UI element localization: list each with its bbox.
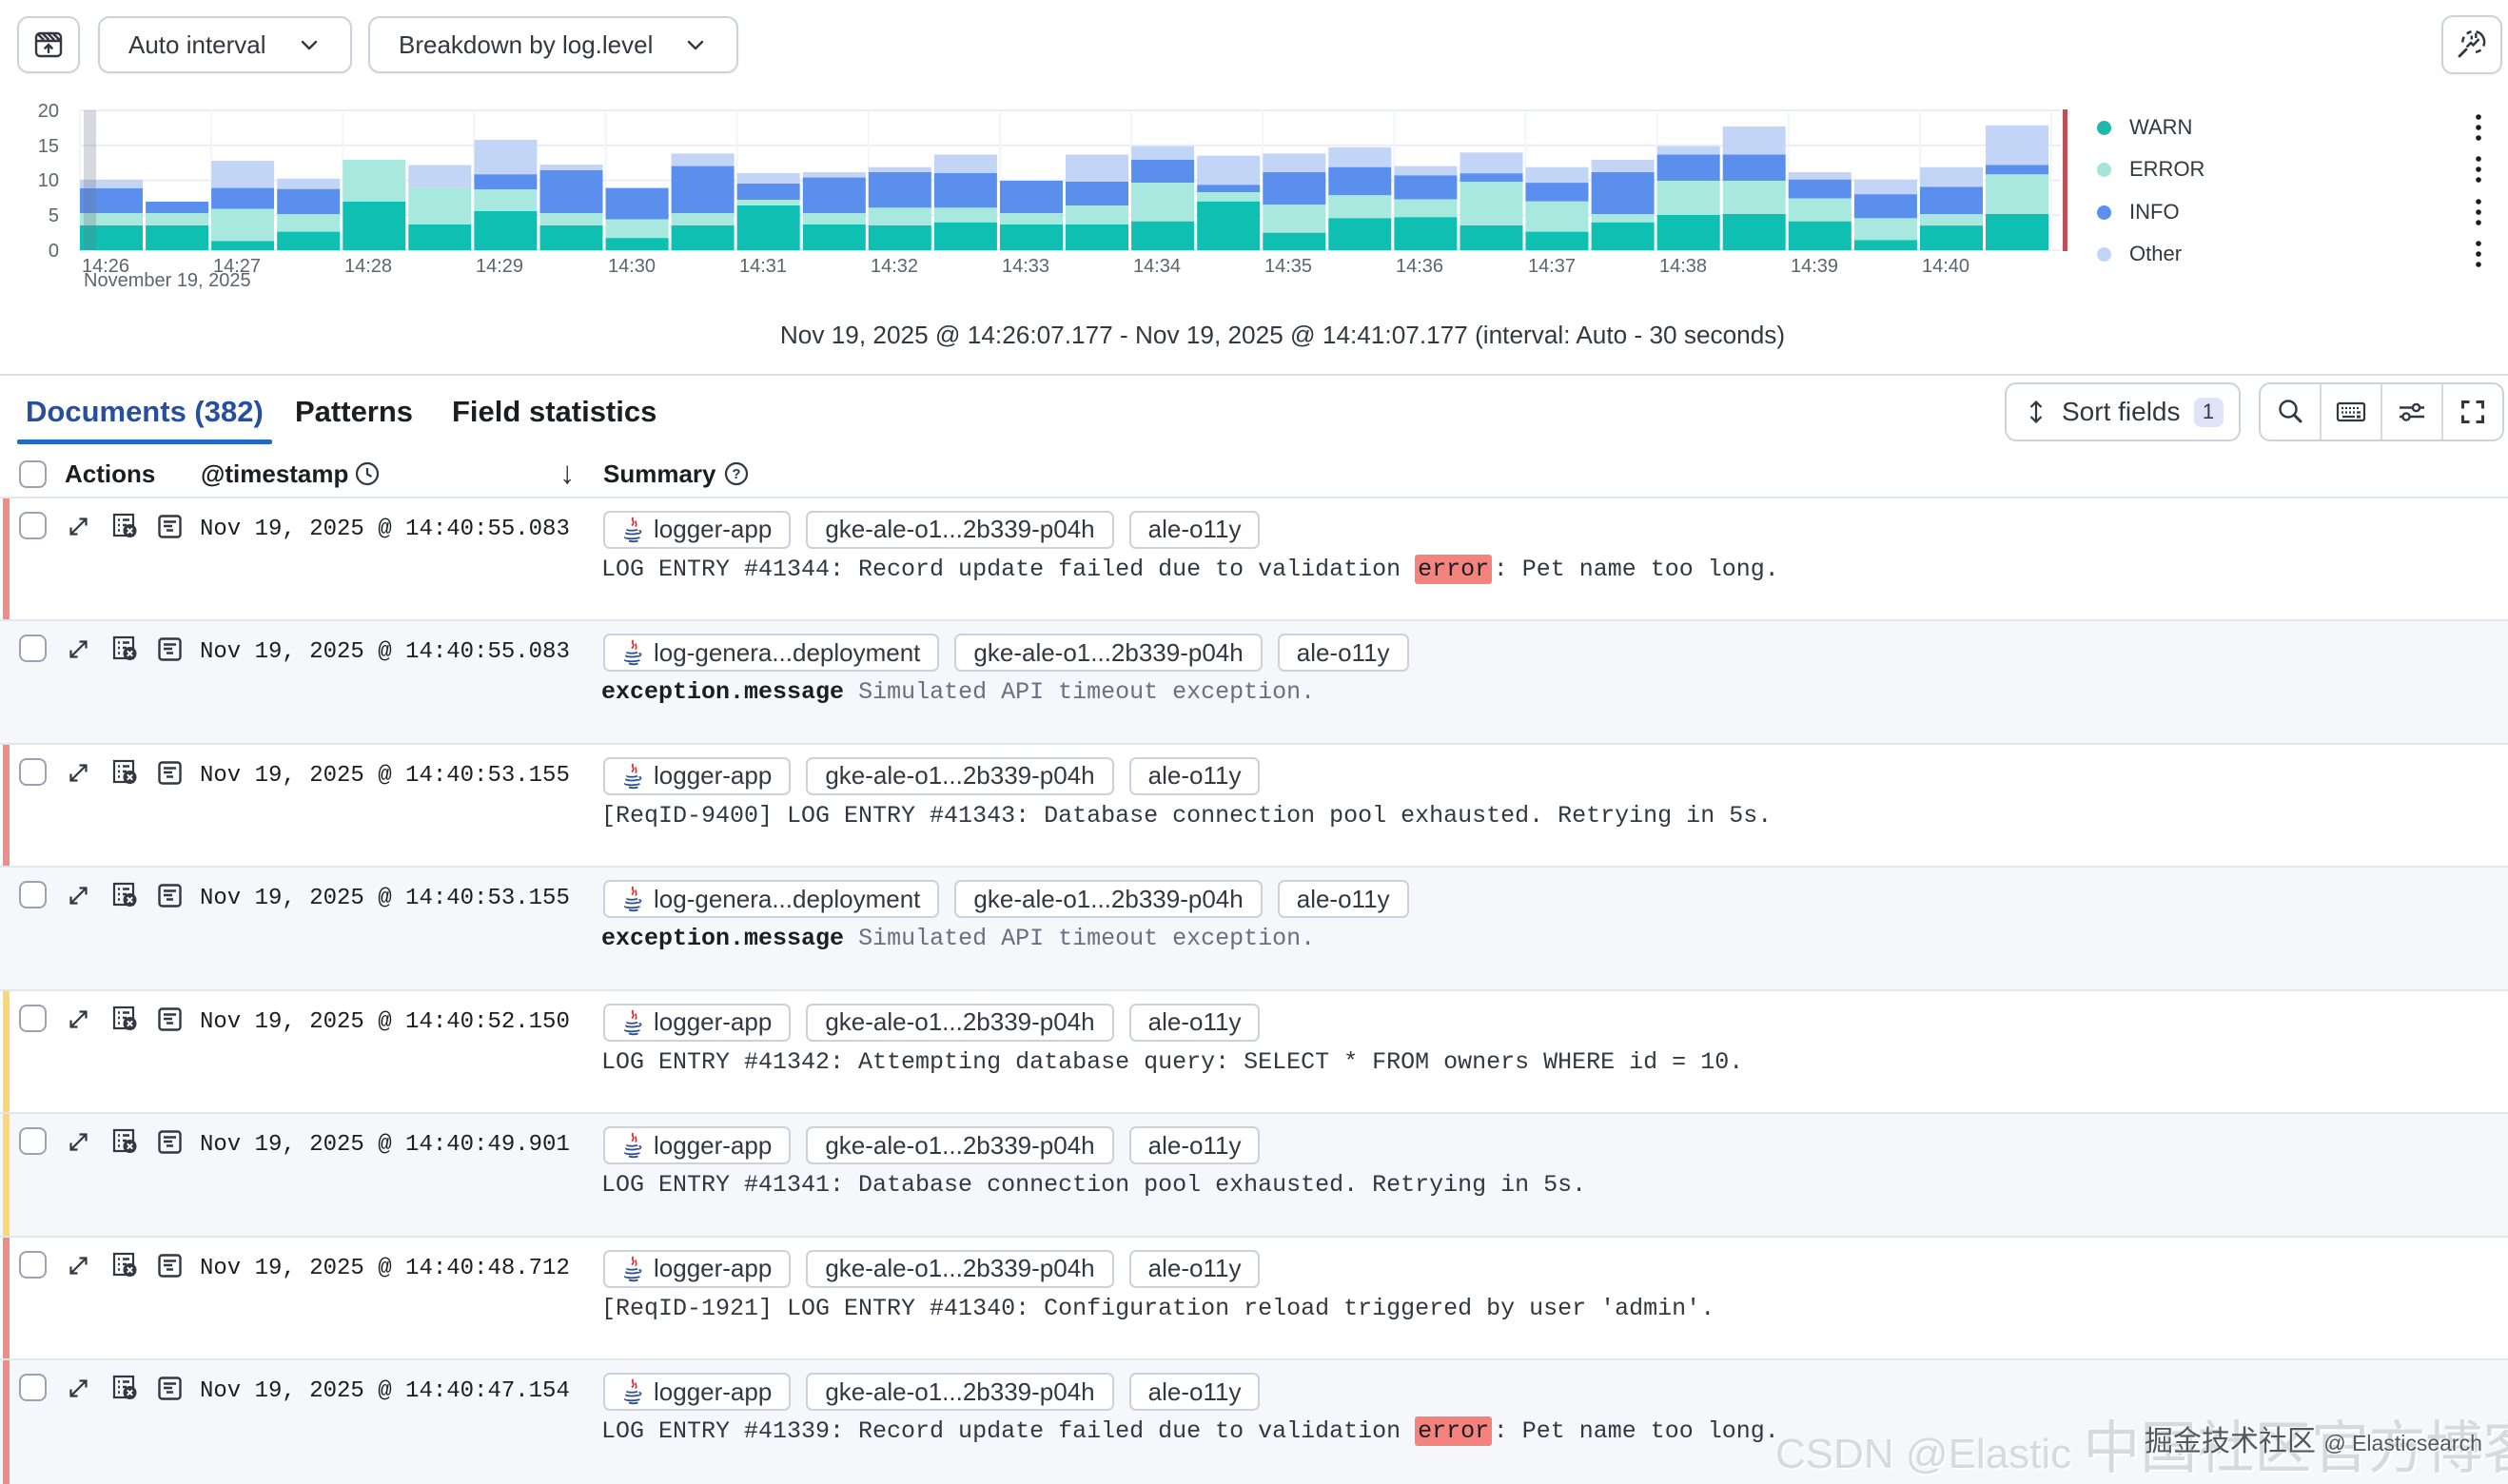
svg-text:14:32: 14:32	[871, 256, 918, 277]
svg-text:14:39: 14:39	[1791, 256, 1838, 277]
svg-text:?: ?	[732, 466, 740, 482]
svg-text:14:37: 14:37	[1528, 256, 1576, 277]
svg-text:November 19, 2025: November 19, 2025	[84, 270, 251, 291]
svg-text:5: 5	[49, 205, 59, 226]
svg-text:14:34: 14:34	[1133, 256, 1181, 277]
svg-text:14:35: 14:35	[1264, 256, 1312, 277]
svg-text:20: 20	[38, 101, 59, 122]
svg-text:14:38: 14:38	[1659, 256, 1707, 277]
svg-text:0: 0	[49, 241, 59, 262]
svg-text:14:36: 14:36	[1396, 256, 1443, 277]
svg-text:14:30: 14:30	[608, 256, 656, 277]
svg-text:14:26: 14:26	[82, 256, 129, 277]
svg-text:15: 15	[38, 136, 59, 157]
svg-text:14:27: 14:27	[213, 256, 261, 277]
svg-text:14:28: 14:28	[344, 256, 392, 277]
svg-text:10: 10	[38, 170, 59, 191]
svg-text:14:33: 14:33	[1002, 256, 1049, 277]
svg-text:14:29: 14:29	[476, 256, 523, 277]
svg-text:14:40: 14:40	[1922, 256, 1969, 277]
svg-text:14:31: 14:31	[739, 256, 787, 277]
